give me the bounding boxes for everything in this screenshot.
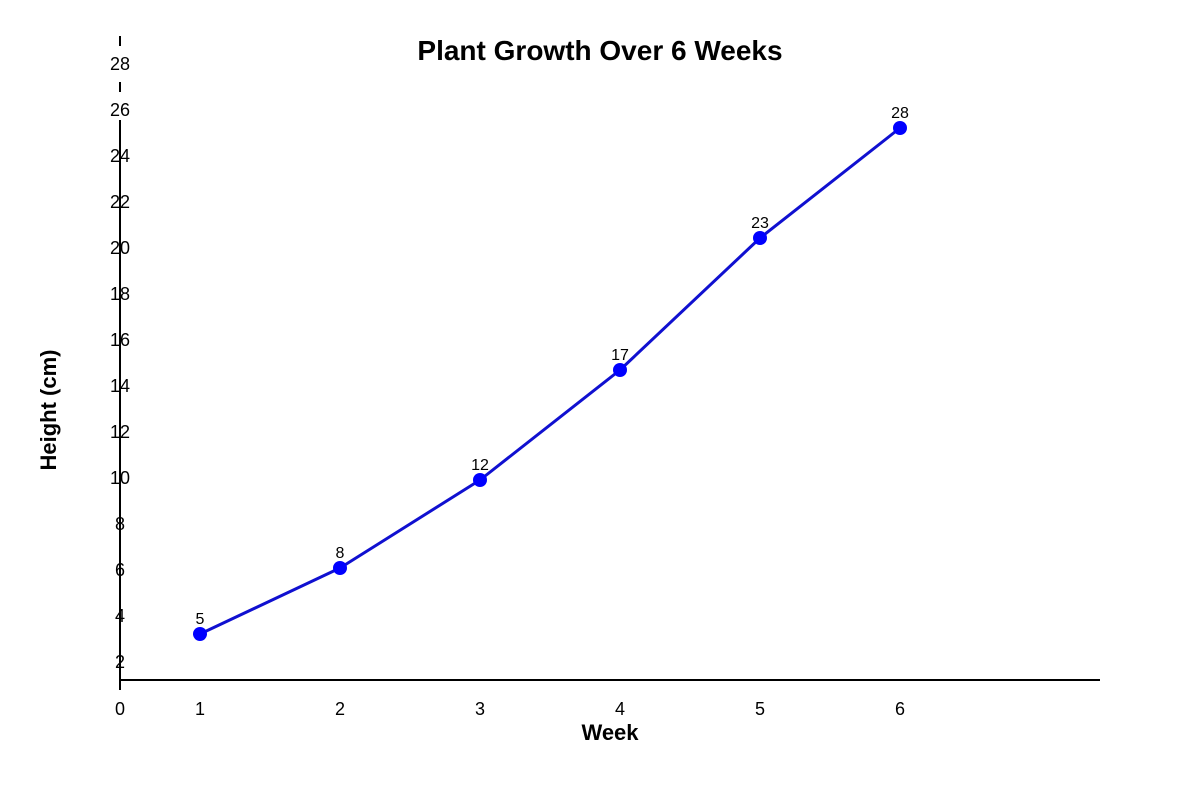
- y-tick-label: 8: [115, 514, 125, 534]
- y-tick-label: 12: [110, 422, 130, 442]
- data-label: 8: [336, 545, 345, 562]
- x-tick-label: 3: [475, 699, 485, 719]
- data-label: 5: [196, 611, 205, 628]
- data-label: 17: [611, 347, 629, 364]
- x-tick-label: 0: [115, 699, 125, 719]
- x-tick-label: 1: [195, 699, 205, 719]
- data-label: 23: [751, 215, 769, 232]
- data-point: [613, 363, 627, 377]
- y-tick-label: 24: [110, 146, 130, 166]
- series-layer: 5 8 12 17 23 28: [193, 105, 909, 641]
- data-label: 12: [471, 457, 489, 474]
- x-tick-label: 5: [755, 699, 765, 719]
- y-tick-label: 22: [110, 192, 130, 212]
- chart-title: Plant Growth Over 6 Weeks: [417, 35, 782, 66]
- y-tick-label: 18: [110, 284, 130, 304]
- y-tick-label: 4: [115, 606, 125, 626]
- x-tick-label: 4: [615, 699, 625, 719]
- y-tick-label: 2: [115, 652, 125, 672]
- data-label: 28: [891, 105, 909, 122]
- y-tick-label: 14: [110, 376, 130, 396]
- x-tick-label: 2: [335, 699, 345, 719]
- data-point: [193, 627, 207, 641]
- data-point: [753, 231, 767, 245]
- x-tick-label: 6: [895, 699, 905, 719]
- series-line: [198, 126, 902, 636]
- y-tick-label: 28: [110, 54, 130, 74]
- y-axis-title: Height (cm): [36, 350, 61, 471]
- y-tick-label: 6: [115, 560, 125, 580]
- y-tick-label: 16: [110, 330, 130, 350]
- y-tick-label: 20: [110, 238, 130, 258]
- y-tick-label: 26: [110, 100, 130, 120]
- data-point: [893, 121, 907, 135]
- data-point: [473, 473, 487, 487]
- x-axis-title: Week: [581, 720, 639, 745]
- data-point: [333, 561, 347, 575]
- x-axis: 0 1 2 3 4 5 6: [115, 679, 1100, 719]
- y-tick-label: 10: [110, 468, 130, 488]
